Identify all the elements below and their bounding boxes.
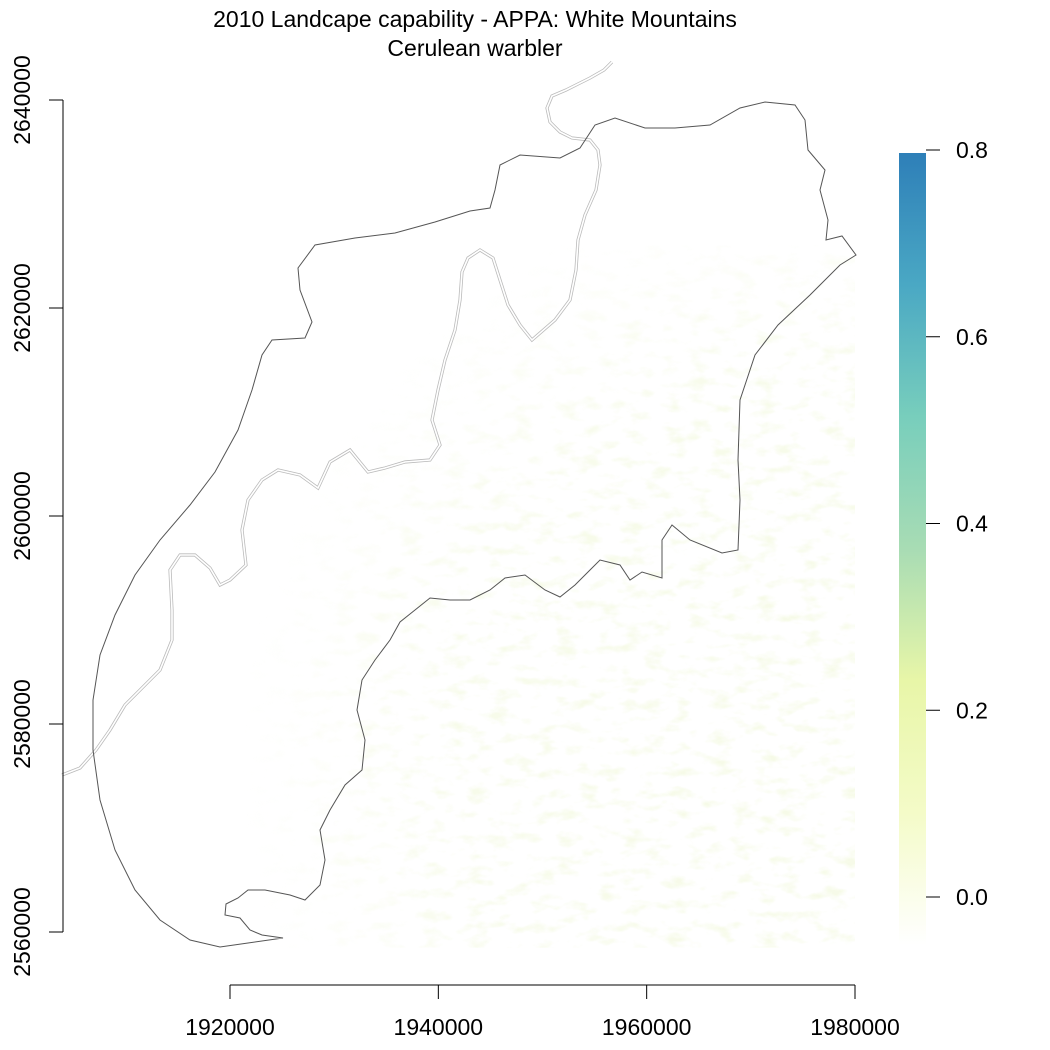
y-tick-label: 2600000 <box>9 471 35 561</box>
x-tick-label: 1960000 <box>602 1014 692 1040</box>
region-outline <box>92 101 857 948</box>
x-tick-label: 1920000 <box>185 1014 275 1040</box>
x-tick-label: 1980000 <box>810 1014 900 1040</box>
chart-subtitle: Cerulean warbler <box>387 35 562 61</box>
y-tick-label: 2640000 <box>9 55 35 145</box>
legend-tick-label: 0.4 <box>956 511 988 537</box>
x-axis: 1920000 1940000 1960000 1980000 <box>185 984 900 1040</box>
legend-tick-label: 0.2 <box>956 697 988 723</box>
x-tick-label: 1940000 <box>394 1014 484 1040</box>
legend-tick-label: 0.0 <box>956 884 988 910</box>
y-tick-label: 2560000 <box>9 887 35 977</box>
chart-title: 2010 Landcape capability - APPA: White M… <box>213 6 737 32</box>
legend-tick-label: 0.6 <box>956 324 988 350</box>
y-axis: 2560000 2580000 2600000 2620000 2640000 <box>9 55 64 977</box>
legend-ticks: 0.0 0.2 0.4 0.6 0.8 <box>926 137 988 910</box>
dashed-boundary-core <box>61 61 613 776</box>
legend-tick-label: 0.8 <box>956 137 988 163</box>
legend-color-bar <box>899 153 926 945</box>
study-area-boundary <box>61 60 857 948</box>
y-tick-label: 2580000 <box>9 679 35 769</box>
y-tick-label: 2620000 <box>9 263 35 353</box>
color-legend: 0.0 0.2 0.4 0.6 0.8 <box>899 137 988 945</box>
